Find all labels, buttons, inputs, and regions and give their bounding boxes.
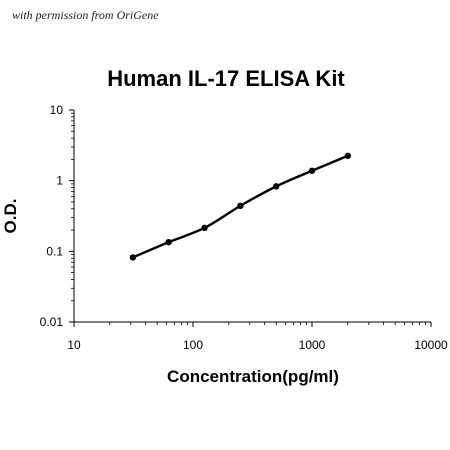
- x-tick-label: 10000: [414, 338, 448, 352]
- y-tick-label: 1: [56, 174, 63, 188]
- x-tick-label: 100: [183, 338, 203, 352]
- data-point: [272, 183, 280, 190]
- data-point: [165, 238, 172, 246]
- data-point: [344, 152, 352, 159]
- x-tick-label: 10: [67, 338, 81, 352]
- data-point: [129, 254, 137, 261]
- y-axis-label: O.D.: [1, 199, 20, 234]
- x-axis-label: Concentration(pg/ml): [167, 367, 339, 386]
- y-tick-label: 10: [50, 103, 64, 117]
- tick-labels: 10 100 1000 10000 0.01 0.1 1 10: [40, 103, 448, 352]
- plot-area: [129, 152, 352, 261]
- data-point: [308, 167, 316, 174]
- chart-title: Human IL-17 ELISA Kit: [107, 66, 345, 91]
- y-tick-label: 0.1: [46, 244, 63, 258]
- x-tick-label: 1000: [299, 338, 326, 352]
- axes: [69, 109, 432, 327]
- data-point: [237, 202, 244, 210]
- y-tick-label: 0.01: [40, 315, 64, 329]
- data-point: [201, 224, 208, 232]
- permission-credit: with permission from OriGene: [12, 8, 159, 22]
